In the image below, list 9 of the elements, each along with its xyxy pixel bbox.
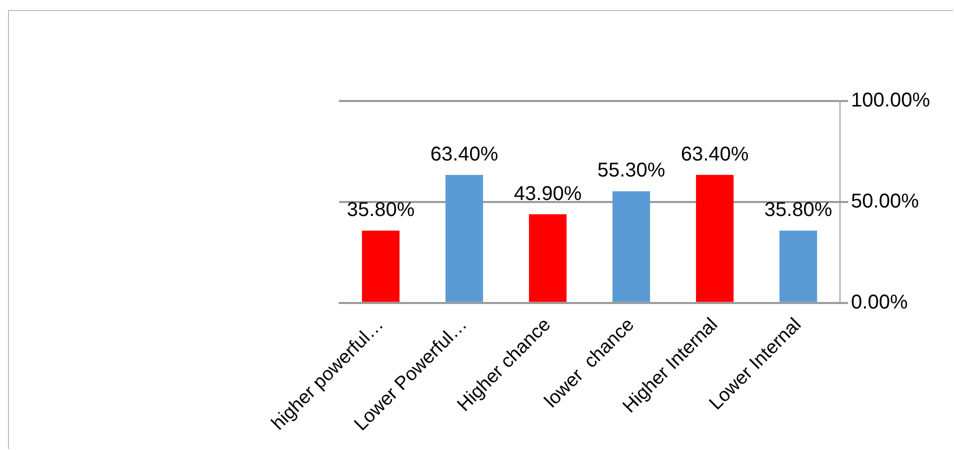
data-label: 55.30%	[597, 160, 666, 182]
y-tick-label: 0.00%	[851, 291, 908, 314]
data-label: 63.40%	[430, 143, 498, 166]
data-label: 43.90%	[514, 182, 582, 205]
y-tick-label: 50.00%	[851, 190, 920, 212]
data-label: 35.80%	[346, 199, 415, 222]
data-label: 35.80%	[764, 199, 832, 222]
data-label: 63.40%	[680, 143, 749, 166]
y-tick-label: 100.00%	[851, 90, 930, 112]
